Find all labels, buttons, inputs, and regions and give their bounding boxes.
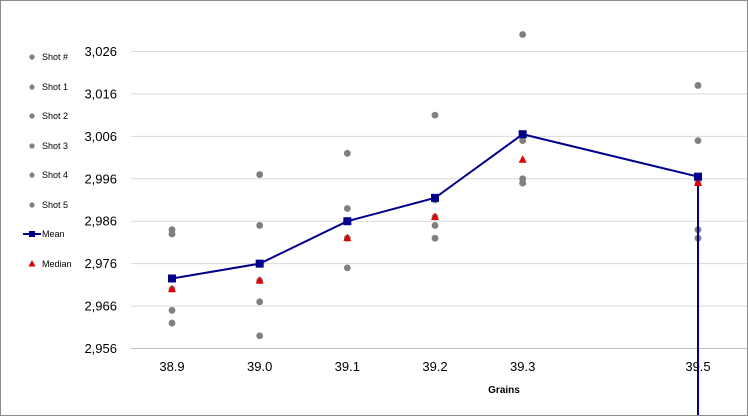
shot-point [256,298,264,306]
shot-point [431,234,439,242]
median-marker [255,276,264,284]
legend-marker [29,231,35,237]
y-tick-label: 2,976 [84,256,117,271]
x-tick-label: 38.9 [159,359,184,374]
legend-label: Shot 2 [42,111,68,121]
x-tick-label: 39.3 [510,359,535,374]
legend-marker [29,54,35,60]
legend-marker [29,202,35,208]
legend: Shot # Shot 1 Shot 2 Shot 3 Shot 4 Shot 5 Mean… [23,52,72,269]
shot-point [343,205,351,212]
legend-marker [29,113,35,119]
y-tick-label: 3,006 [84,129,117,144]
mean-marker [694,172,702,181]
shot-point [256,332,264,340]
shot-point [431,222,439,229]
shot-point [519,31,527,38]
y-tick-label: 2,966 [84,299,117,314]
y-tick-label: 2,996 [84,171,117,186]
shot-point [431,111,439,119]
y-tick-label: 2,986 [84,214,117,229]
mean-marker [168,274,176,283]
shot-point [343,264,351,272]
median-marker [694,178,702,187]
plot-area [168,31,702,415]
shot-point [256,222,264,229]
shot-point [694,82,702,89]
median-marker [431,212,439,220]
legend-label: Mean [42,229,65,239]
gridlines [131,51,747,349]
legend-label: Shot 3 [42,141,68,151]
mean-marker [343,217,352,226]
legend-marker [28,260,36,267]
legend-label: Shot 4 [42,170,68,180]
median-marker [168,284,176,293]
shot-point [168,230,176,238]
y-tick-label: 2,956 [84,341,117,356]
shot-point [168,306,176,314]
shot-point [519,137,527,145]
x-tick-label: 39.0 [247,359,272,374]
median-marker [343,233,352,242]
shot-point [256,171,264,178]
x-axis: 38.9 39.0 39.1 39.2 39.3 39.5 [131,348,747,374]
legend-label: Shot 1 [42,82,68,92]
x-tick-label: 39.1 [335,359,360,374]
mean-marker [518,130,527,139]
x-tick-label: 39.2 [422,359,447,374]
shot-point [519,179,527,187]
shot-point [168,319,176,327]
x-axis-label: Grains [488,385,520,396]
mean-marker [431,193,439,202]
median-marker [518,155,527,163]
legend-marker [29,143,35,149]
legend-label: Median [42,259,72,269]
legend-marker [29,84,35,90]
y-tick-label: 3,026 [84,44,117,59]
legend-label: Shot 5 [42,200,68,210]
legend-marker [29,172,35,178]
shot-point [694,137,702,145]
y-tick-label: 3,016 [84,86,117,101]
shot-point [343,149,351,157]
mean-marker [255,259,264,268]
legend-label: Shot # [42,52,68,62]
y-axis: 2,956 2,966 2,976 2,986 2,996 3,006 3,016 3,026 [84,44,117,356]
